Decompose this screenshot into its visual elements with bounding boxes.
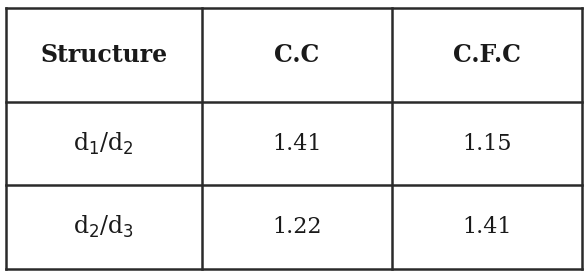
Text: 1.41: 1.41 <box>272 133 322 155</box>
Text: 1.15: 1.15 <box>462 133 512 155</box>
Text: C.F.C: C.F.C <box>453 43 521 67</box>
Text: 1.22: 1.22 <box>272 216 322 238</box>
Text: 1.41: 1.41 <box>462 216 512 238</box>
Text: Structure: Structure <box>41 43 168 67</box>
Text: C.C: C.C <box>274 43 319 67</box>
Text: d$_2$/d$_3$: d$_2$/d$_3$ <box>74 214 135 240</box>
Text: d$_1$/d$_2$: d$_1$/d$_2$ <box>74 131 134 157</box>
